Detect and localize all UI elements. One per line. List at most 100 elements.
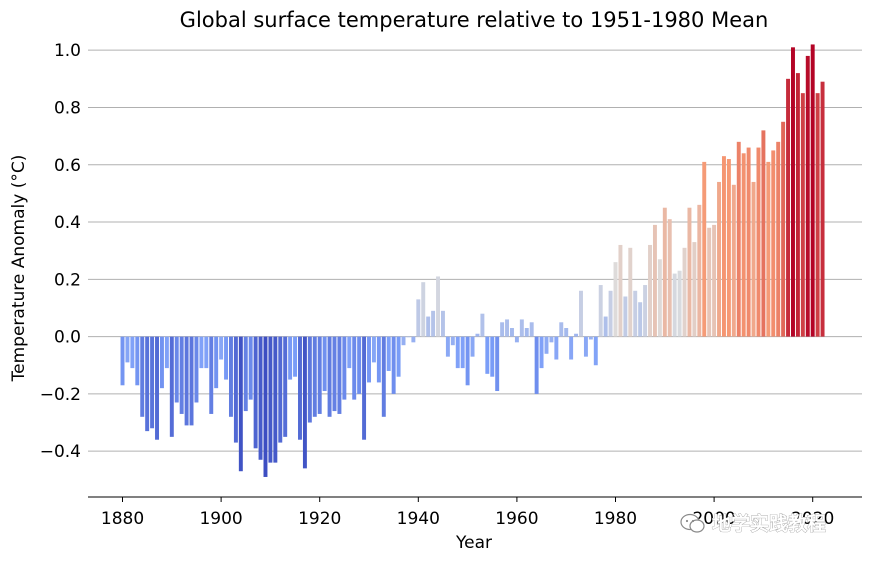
bar-1998: [702, 161, 707, 337]
bar-1922: [327, 336, 332, 417]
bar-2012: [771, 150, 776, 337]
y-axis-ticks: 1.0 0.8 0.6 0.4 0.2 0.0 −0.2 −0.4: [40, 41, 81, 462]
bar-2008: [751, 181, 756, 337]
bar-1945: [440, 310, 445, 337]
bar-1948: [455, 336, 460, 369]
bar-1982: [623, 296, 628, 337]
bar-2003: [726, 159, 731, 337]
bar-1959: [510, 328, 514, 337]
bar-1914: [288, 336, 293, 380]
bar-1961: [519, 319, 524, 337]
bar-1987: [648, 244, 652, 337]
bar-1911: [273, 336, 278, 463]
bar-1947: [450, 336, 455, 346]
gridlines: [88, 49, 862, 452]
bar-1894: [189, 336, 194, 426]
bar-2020: [810, 44, 815, 337]
bar-1915: [293, 336, 298, 377]
bar-1895: [194, 336, 199, 403]
bar-1964: [534, 336, 539, 394]
bar-2000: [712, 224, 717, 337]
bar-1902: [228, 336, 233, 417]
bar-1930: [367, 336, 371, 383]
bar-1916: [298, 336, 302, 440]
bar-1936: [396, 336, 401, 377]
bar-1888: [159, 336, 164, 389]
bar-1883: [135, 336, 140, 386]
bar-1944: [436, 276, 440, 337]
bar-1972: [574, 333, 579, 337]
bar-2015: [786, 78, 791, 337]
bar-1950: [465, 336, 470, 386]
bar-1966: [544, 336, 549, 354]
bar-1978: [603, 316, 608, 337]
bar-1885: [145, 336, 150, 432]
bar-1952: [475, 333, 480, 337]
bar-1917: [302, 336, 307, 469]
bar-1931: [371, 336, 376, 363]
bar-1924: [337, 336, 342, 414]
bar-1913: [283, 336, 288, 437]
bar-1969: [559, 322, 564, 337]
bar-1999: [707, 227, 712, 337]
x-axis-label: Year: [455, 533, 492, 553]
bar-1921: [322, 336, 327, 392]
x-tick-label: 1960: [495, 509, 538, 529]
bar-1900: [219, 336, 224, 360]
bar-1953: [480, 313, 485, 337]
bar-1935: [391, 336, 396, 394]
bar-series: [120, 44, 825, 477]
bar-1949: [460, 336, 465, 369]
y-tick-label: 0.4: [54, 213, 81, 233]
bar-1942: [426, 316, 431, 337]
y-tick-label: 0.6: [54, 156, 81, 176]
bar-1994: [682, 247, 687, 337]
bar-2019: [805, 55, 810, 337]
bar-1901: [224, 336, 229, 380]
bar-1974: [583, 336, 588, 357]
x-tick-label: 1900: [199, 509, 242, 529]
bar-1975: [588, 336, 593, 340]
bar-1979: [608, 290, 613, 337]
bar-1929: [362, 336, 367, 440]
bar-1934: [386, 336, 391, 371]
bar-1957: [500, 322, 505, 337]
bar-1983: [628, 247, 633, 337]
bar-1884: [140, 336, 145, 417]
x-tick-label: 2020: [791, 509, 834, 529]
bar-1946: [445, 336, 450, 357]
bar-1909: [263, 336, 268, 477]
bar-1907: [253, 336, 258, 449]
bar-1988: [652, 224, 657, 337]
y-tick-label: 0.0: [54, 328, 81, 348]
bar-1943: [431, 310, 436, 337]
bar-1905: [243, 336, 248, 412]
bar-1897: [204, 336, 209, 369]
y-tick-label: 0.8: [54, 98, 81, 118]
bar-1889: [164, 336, 169, 369]
bar-2022: [820, 81, 825, 337]
bar-1954: [485, 336, 490, 374]
bar-1973: [579, 290, 583, 337]
bar-1986: [643, 285, 648, 337]
bar-2006: [741, 153, 746, 337]
bar-1880: [120, 336, 125, 386]
bar-2021: [815, 93, 820, 337]
bar-1981: [618, 244, 623, 337]
bar-1938: [406, 336, 411, 338]
y-tick-label: 1.0: [54, 41, 81, 61]
bar-1920: [317, 336, 322, 414]
bar-1989: [657, 259, 662, 337]
bar-1898: [209, 336, 214, 414]
x-tick-label: 1920: [298, 509, 341, 529]
bar-1963: [529, 322, 534, 337]
bar-1977: [598, 285, 603, 337]
bar-1965: [539, 336, 544, 369]
bar-2013: [776, 141, 781, 337]
bar-2001: [717, 181, 722, 337]
bar-1919: [312, 336, 317, 417]
bar-1956: [495, 336, 500, 392]
bar-2014: [781, 121, 786, 337]
bar-1980: [613, 262, 618, 337]
bar-1912: [278, 336, 283, 443]
